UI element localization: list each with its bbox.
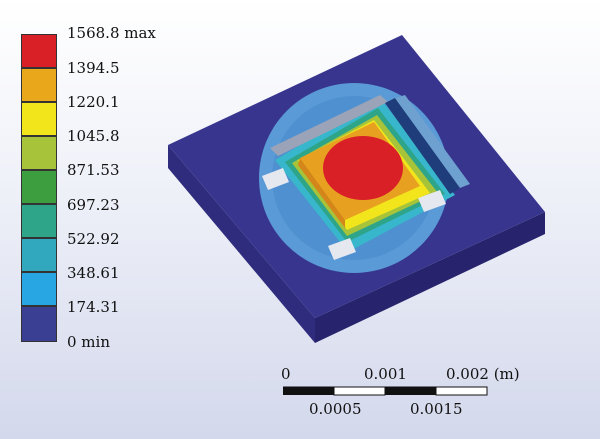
legend-label-7: 348.61: [67, 264, 120, 282]
legend-swatch-7: [21, 272, 57, 306]
legend-swatch-6: [21, 238, 57, 272]
scale-seg-4: [435, 386, 488, 396]
scale-seg-2: [333, 386, 386, 396]
scale-label-00015: 0.0015: [410, 400, 463, 418]
legend-label-1: 1394.5: [67, 59, 120, 77]
frame-post-left: [262, 168, 289, 190]
legend-swatch-5: [21, 204, 57, 238]
legend-swatch-9: [21, 306, 57, 342]
scale-label-0: 0: [281, 365, 291, 383]
legend-label-3: 1045.8: [67, 127, 120, 145]
substrate-front-face: [168, 145, 315, 343]
frame-wall-left: [270, 95, 388, 156]
scale-seg-3: [385, 387, 436, 395]
legend-swatch-0: [21, 34, 57, 68]
legend-swatch-3: [21, 136, 57, 170]
legend-label-9: 0 min: [67, 333, 110, 351]
frame-post-bottom: [328, 238, 356, 260]
scale-label-0001: 0.001: [364, 365, 407, 383]
frame-post-right: [418, 190, 446, 212]
legend-label-2: 1220.1: [67, 93, 120, 111]
hotspot: [323, 136, 403, 200]
legend-swatch-4: [21, 170, 57, 204]
scale-seg-1: [283, 387, 334, 395]
legend-swatch-1: [21, 68, 57, 102]
legend-label-6: 522.92: [67, 230, 120, 248]
legend-label-4: 871.53: [67, 161, 120, 179]
legend-label-0: 1568.8 max: [67, 24, 156, 42]
frame-wall-right: [385, 98, 460, 194]
scale-label-00005: 0.0005: [309, 400, 362, 418]
scale-label-0002: 0.002 (m): [446, 365, 520, 383]
legend-label-5: 697.23: [67, 196, 120, 214]
substrate-right-face: [315, 212, 545, 343]
plate-orange-edge: [298, 158, 345, 228]
legend-swatch-2: [21, 102, 57, 136]
frame-wall-right-face: [395, 95, 470, 188]
legend-label-8: 174.31: [67, 298, 120, 316]
